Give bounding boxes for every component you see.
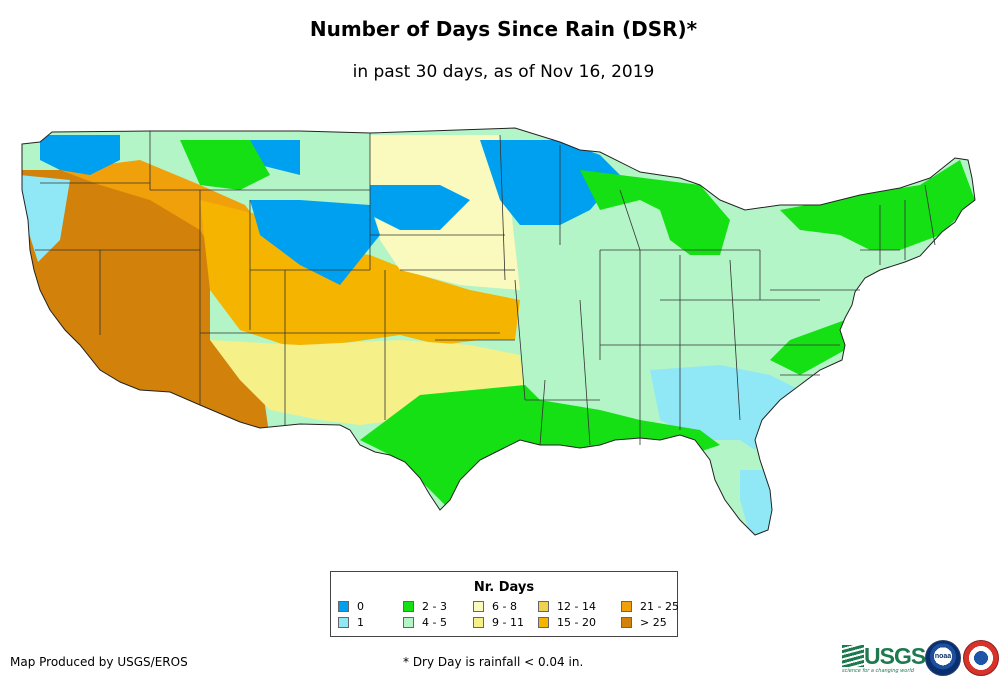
us-outline: [21, 127, 976, 536]
legend-swatch: [473, 601, 484, 612]
legend-label: 21 - 25: [640, 600, 679, 613]
legend-label: 15 - 20: [557, 616, 596, 629]
producer-credit: Map Produced by USGS/EROS: [10, 655, 188, 669]
legend-label: 1: [357, 616, 364, 629]
legend-item: 15 - 20: [538, 616, 596, 630]
legend-item: 1: [338, 616, 364, 630]
legend-label: > 25: [640, 616, 667, 629]
legend-title: Nr. Days: [473, 580, 535, 595]
region-0-montana: [250, 140, 300, 175]
state-boundaries: [35, 131, 936, 446]
legend-swatch: [538, 601, 549, 612]
legend-label: 9 - 11: [492, 616, 524, 629]
legend-item: 4 - 5: [403, 616, 447, 630]
region-1-oregon: [22, 175, 70, 262]
region-2-3-idaho: [180, 140, 270, 190]
legend-swatch: [473, 617, 484, 628]
usgs-tagline: science for a changing world: [842, 668, 914, 674]
region-0-northwest: [40, 135, 120, 175]
legend-swatch: [338, 601, 349, 612]
region-0-sd: [370, 185, 470, 230]
noaa-logo-text: noaa: [934, 653, 952, 660]
legend-swatch: [621, 617, 632, 628]
legend-label: 6 - 8: [492, 600, 517, 613]
region-2-3-greatlakes: [580, 170, 730, 255]
legend-label: 4 - 5: [422, 616, 447, 629]
legend-item: 0: [338, 600, 364, 614]
legend-swatch: [538, 617, 549, 628]
legend-swatch: [403, 601, 414, 612]
legend-swatch: [621, 601, 632, 612]
region-2-3-northeast: [780, 160, 975, 250]
map-legend: Nr. Days 0 1 2 - 3 4 - 5 6 - 8 9 - 11 12 - 14 1…: [330, 571, 679, 637]
dry-day-footnote: * Dry Day is rainfall < 0.04 in.: [403, 655, 584, 669]
map-subtitle: in past 30 days, as of Nov 16, 2019: [352, 62, 655, 82]
legend-item: 2 - 3: [403, 600, 447, 614]
legend-item: > 25: [621, 616, 667, 630]
legend-label: 2 - 3: [422, 600, 447, 613]
noaa-logo: noaa: [925, 640, 961, 676]
region-0-minnesota: [480, 140, 620, 225]
legend-item: 21 - 25: [621, 600, 679, 614]
legend-item: 6 - 8: [473, 600, 517, 614]
region-0-dakota: [250, 200, 380, 285]
legend-item: 12 - 14: [538, 600, 596, 614]
region-2-3-carolinas: [770, 320, 845, 375]
us-dsr-map: [21, 127, 976, 536]
map-title: Number of Days Since Rain (DSR)*: [309, 17, 698, 41]
legend-label: 12 - 14: [557, 600, 596, 613]
region-1-florida: [740, 470, 775, 535]
legend-item: 9 - 11: [473, 616, 524, 630]
nws-logo: [963, 640, 999, 676]
legend-swatch: [338, 617, 349, 628]
usgs-logo-text: USGS: [864, 643, 926, 669]
legend-swatch: [403, 617, 414, 628]
dsr-fill-layer: [22, 128, 975, 535]
legend-label: 0: [357, 600, 364, 613]
usgs-waves-icon: [842, 645, 864, 667]
usgs-logo: USGS science for a changing world: [842, 643, 926, 674]
